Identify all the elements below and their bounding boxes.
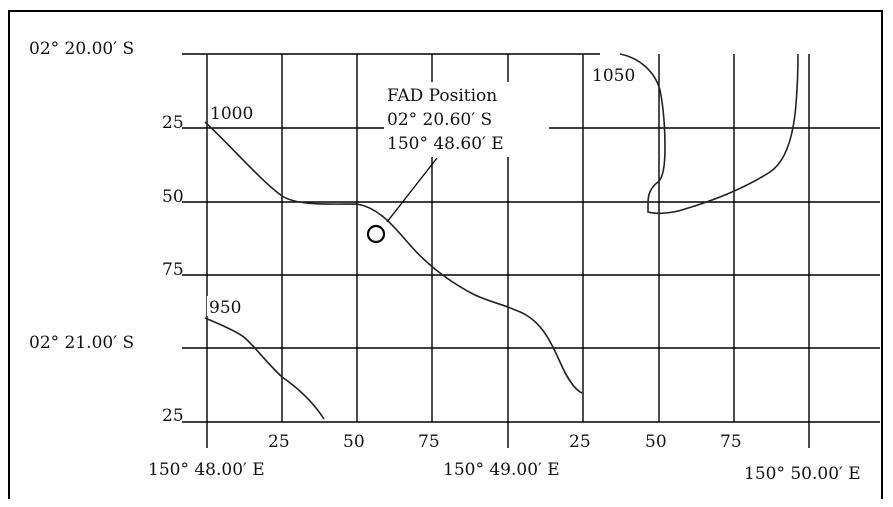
lat-label-25: 25: [162, 113, 184, 133]
fad-latitude: 02° 20.60′ S: [387, 110, 492, 130]
lat-label-2020: 02° 20.00′ S: [29, 39, 134, 59]
contour-1050: [620, 54, 798, 213]
contour-label-1000: 1000: [210, 104, 253, 124]
lon-tick-25-second: 25: [569, 432, 591, 452]
fad-position-marker: [368, 226, 384, 242]
lon-label-4900: 150° 49.00′ E: [443, 460, 560, 480]
longitude-tick-labels: 25 50 75 25 50 75: [268, 432, 742, 452]
contour-label-1050: 1050: [592, 66, 635, 86]
latitude-labels: 02° 20.00′ S 25 50 75 02° 21.00′ S 25: [29, 39, 184, 426]
fad-longitude: 150° 48.60′ E: [387, 134, 504, 154]
lat-label-25-lower: 25: [162, 406, 184, 426]
fad-annotation: FAD Position 02° 20.60′ S 150° 48.60′ E: [384, 82, 549, 157]
lat-label-50: 50: [162, 187, 184, 207]
lon-tick-50-second: 50: [645, 432, 667, 452]
lon-tick-50: 50: [343, 432, 365, 452]
contour-label-950: 950: [209, 298, 241, 318]
lon-label-5000: 150° 50.00′ E: [744, 464, 861, 484]
fad-title: FAD Position: [387, 86, 497, 106]
lon-tick-75: 75: [418, 432, 440, 452]
lon-tick-75-second: 75: [720, 432, 742, 452]
lat-label-2100: 02° 21.00′ S: [29, 333, 134, 353]
lat-label-75: 75: [162, 260, 184, 280]
contour-950: [205, 318, 324, 419]
longitude-labels: 150° 48.00′ E 150° 49.00′ E 150° 50.00′ …: [148, 460, 861, 484]
lon-tick-25: 25: [268, 432, 290, 452]
contour-1000: [205, 122, 582, 393]
fad-leader-line: [387, 158, 437, 222]
lon-label-4800: 150° 48.00′ E: [148, 460, 265, 480]
